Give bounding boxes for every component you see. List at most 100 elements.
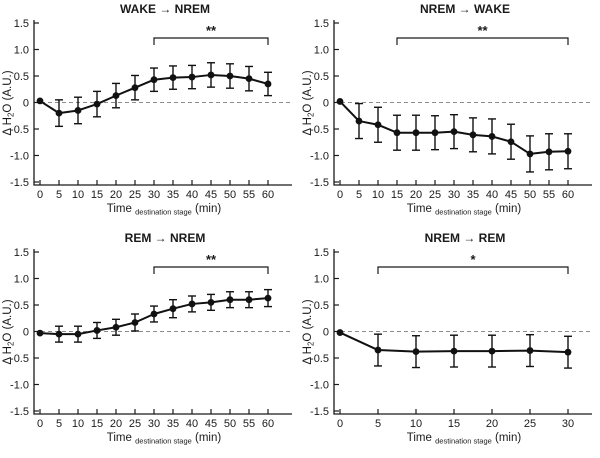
y-tick-label: -1.5 (310, 406, 329, 418)
data-point (188, 300, 196, 308)
data-point (564, 348, 572, 356)
data-point (55, 330, 63, 338)
chart-panel-nrem-to-rem: 1.5 1.0 0.5 0 -0.5 -1.0 -1.5 0 5 10 15 20 25 30 * NREM … (300, 229, 600, 458)
x-tick-label: 20 (486, 418, 498, 430)
axis-spines (33, 20, 292, 186)
x-tick-label: 35 (167, 189, 179, 201)
data-point (150, 310, 158, 318)
x-tick-label: 20 (110, 418, 122, 430)
x-tick-label: 20 (110, 189, 122, 201)
data-point (112, 92, 120, 100)
data-point (131, 84, 139, 92)
y-axis-label: Δ H2O (A.U.) (302, 299, 316, 364)
x-axis-label: Time destination stage (min) (107, 203, 222, 217)
data-point (226, 296, 234, 304)
data-point (469, 131, 477, 139)
y-tick-label: -0.5 (10, 353, 29, 365)
y-tick-label: -0.5 (310, 124, 329, 136)
x-tick-label: 30 (148, 189, 160, 201)
x-tick-label: 45 (205, 418, 217, 430)
y-tick-label: -1.0 (310, 151, 329, 163)
x-tick-label: 0 (37, 418, 43, 430)
axis-spines (333, 20, 592, 186)
significance-bracket (153, 266, 269, 274)
data-point (264, 294, 272, 302)
y-tick-label: -0.5 (310, 353, 329, 365)
x-tick-label: 60 (262, 418, 274, 430)
data-point (488, 133, 496, 140)
data-point (112, 323, 120, 331)
significance-bracket (396, 37, 569, 45)
panel-title: NREM → WAKE (420, 2, 510, 16)
x-tick-label: 50 (224, 189, 236, 201)
x-tick-label: 35 (167, 418, 179, 430)
data-point (74, 107, 82, 114)
x-tick-label: 10 (410, 418, 422, 430)
x-axis-label: Time destination stage (min) (407, 203, 522, 217)
axis-spines (333, 249, 592, 415)
chart-rem-to-nrem: 1.5 1.0 0.5 0 -0.5 -1.0 -1.5 0 5 10 15 20 25 30 35 40 45… (2, 231, 293, 446)
y-tick-label: -1.5 (310, 177, 329, 189)
data-point (169, 305, 177, 313)
x-tick-label: 0 (37, 189, 43, 201)
chart-panel-rem-to-nrem: 1.5 1.0 0.5 0 -0.5 -1.0 -1.5 0 5 10 15 20 25 30 35 40 45… (0, 229, 300, 458)
data-point (431, 129, 439, 137)
data-point (188, 73, 196, 81)
significance-bracket (153, 37, 269, 45)
y-tick-label: -1.0 (310, 380, 329, 392)
y-tick-label: 1.5 (14, 247, 29, 259)
x-tick-label: 30 (148, 418, 160, 430)
y-tick-label: 0.5 (314, 71, 329, 83)
x-tick-label: 60 (562, 189, 574, 201)
chart-wake-to-nrem: 1.5 1.0 0.5 0 -0.5 -1.0 -1.5 0 5 10 15 20 25 30 35 40 45… (2, 2, 293, 217)
y-tick-label: 1.5 (314, 247, 329, 259)
y-tick-label: 0.5 (314, 300, 329, 312)
x-tick-label: 30 (448, 189, 460, 201)
x-axis-label: Time destination stage (min) (407, 432, 522, 446)
data-point (564, 147, 572, 155)
data-point (488, 347, 496, 355)
data-point (507, 138, 515, 146)
data-point (264, 80, 272, 88)
data-point (545, 148, 553, 156)
x-tick-label: 15 (91, 189, 103, 201)
y-tick-label: 1.5 (314, 18, 329, 30)
x-tick-label: 20 (410, 189, 422, 201)
data-point (36, 97, 44, 105)
panel-title: WAKE → NREM (120, 2, 210, 16)
x-tick-label: 5 (356, 189, 362, 201)
x-tick-label: 15 (91, 418, 103, 430)
y-tick-label: 1.0 (314, 274, 329, 286)
x-tick-label: 50 (224, 418, 236, 430)
y-tick-label: 1.5 (14, 18, 29, 30)
data-point (450, 347, 458, 355)
data-point (374, 121, 382, 129)
x-tick-label: 15 (448, 418, 460, 430)
data-point (526, 347, 534, 354)
x-tick-label: 10 (72, 418, 84, 430)
x-tick-label: 55 (243, 418, 255, 430)
data-point (450, 128, 458, 136)
y-tick-label: -1.0 (10, 380, 29, 392)
y-tick-label: -1.5 (10, 406, 29, 418)
y-tick-label: 1.0 (14, 45, 29, 57)
x-tick-label: 25 (524, 418, 536, 430)
y-tick-label: 0.5 (14, 71, 29, 83)
axis-spines (33, 249, 292, 415)
y-axis-label: Δ H2O (A.U.) (2, 299, 16, 364)
data-point (169, 74, 177, 81)
data-point (207, 71, 215, 79)
x-tick-label: 60 (262, 189, 274, 201)
significance-bracket (377, 266, 569, 274)
chart-panel-nrem-to-wake: 1.5 1.0 0.5 0 -0.5 -1.0 -1.5 0 5 10 15 20 25 30 35 40 45… (300, 0, 600, 229)
data-point (207, 298, 215, 306)
panel-title: REM → NREM (125, 231, 206, 245)
chart-panel-wake-to-nrem: 1.5 1.0 0.5 0 -0.5 -1.0 -1.5 0 5 10 15 20 25 30 35 40 45… (0, 0, 300, 229)
panel-title: NREM → REM (425, 231, 506, 245)
y-tick-label: 1.0 (14, 274, 29, 286)
y-tick-label: 0 (23, 327, 29, 339)
data-point (93, 327, 101, 334)
data-point (336, 98, 344, 105)
x-tick-label: 0 (337, 189, 343, 201)
